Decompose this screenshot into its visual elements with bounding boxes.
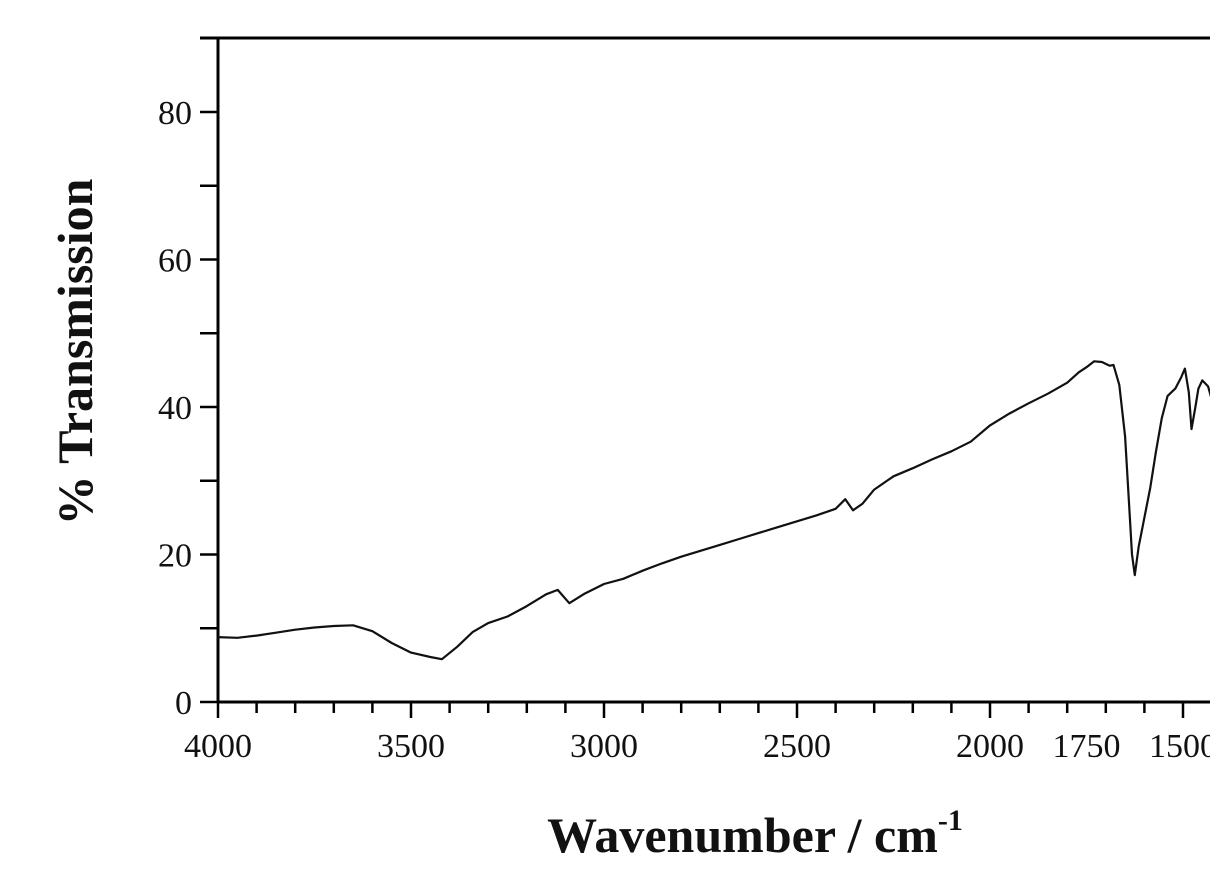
x-axis-title-text: Wavenumber / cm <box>547 807 938 863</box>
y-tick-label: 20 <box>158 538 192 575</box>
y-axis-ticks <box>200 110 218 704</box>
y-tick-label: 0 <box>175 685 192 722</box>
transmission-series-line <box>217 360 1210 661</box>
x-tick-label: 4000 <box>184 728 252 765</box>
y-axis-tick-labels: 0 20 40 60 80 <box>158 95 192 722</box>
series-group <box>217 360 1210 661</box>
x-axis-tick-labels: 4000350030002500200017501500125010007505… <box>184 728 1210 765</box>
x-tick-label: 3000 <box>570 728 638 765</box>
x-axis-title-superscript: -1 <box>938 804 963 837</box>
x-tick-label: 2500 <box>763 728 831 765</box>
x-axis-title: Wavenumber / cm-1 <box>547 804 963 863</box>
x-tick-label: 1750 <box>1053 728 1121 765</box>
x-tick-label: 3500 <box>377 728 445 765</box>
y-tick-label: 40 <box>158 390 192 427</box>
x-axis-ticks <box>216 702 1185 718</box>
plot-axes <box>200 36 1210 704</box>
y-axis-title: % Transmission <box>47 178 103 525</box>
y-tick-label: 80 <box>158 95 192 132</box>
x-tick-label: 2000 <box>956 728 1024 765</box>
x-tick-label: 1500 <box>1149 728 1210 765</box>
y-tick-label: 60 <box>158 243 192 280</box>
